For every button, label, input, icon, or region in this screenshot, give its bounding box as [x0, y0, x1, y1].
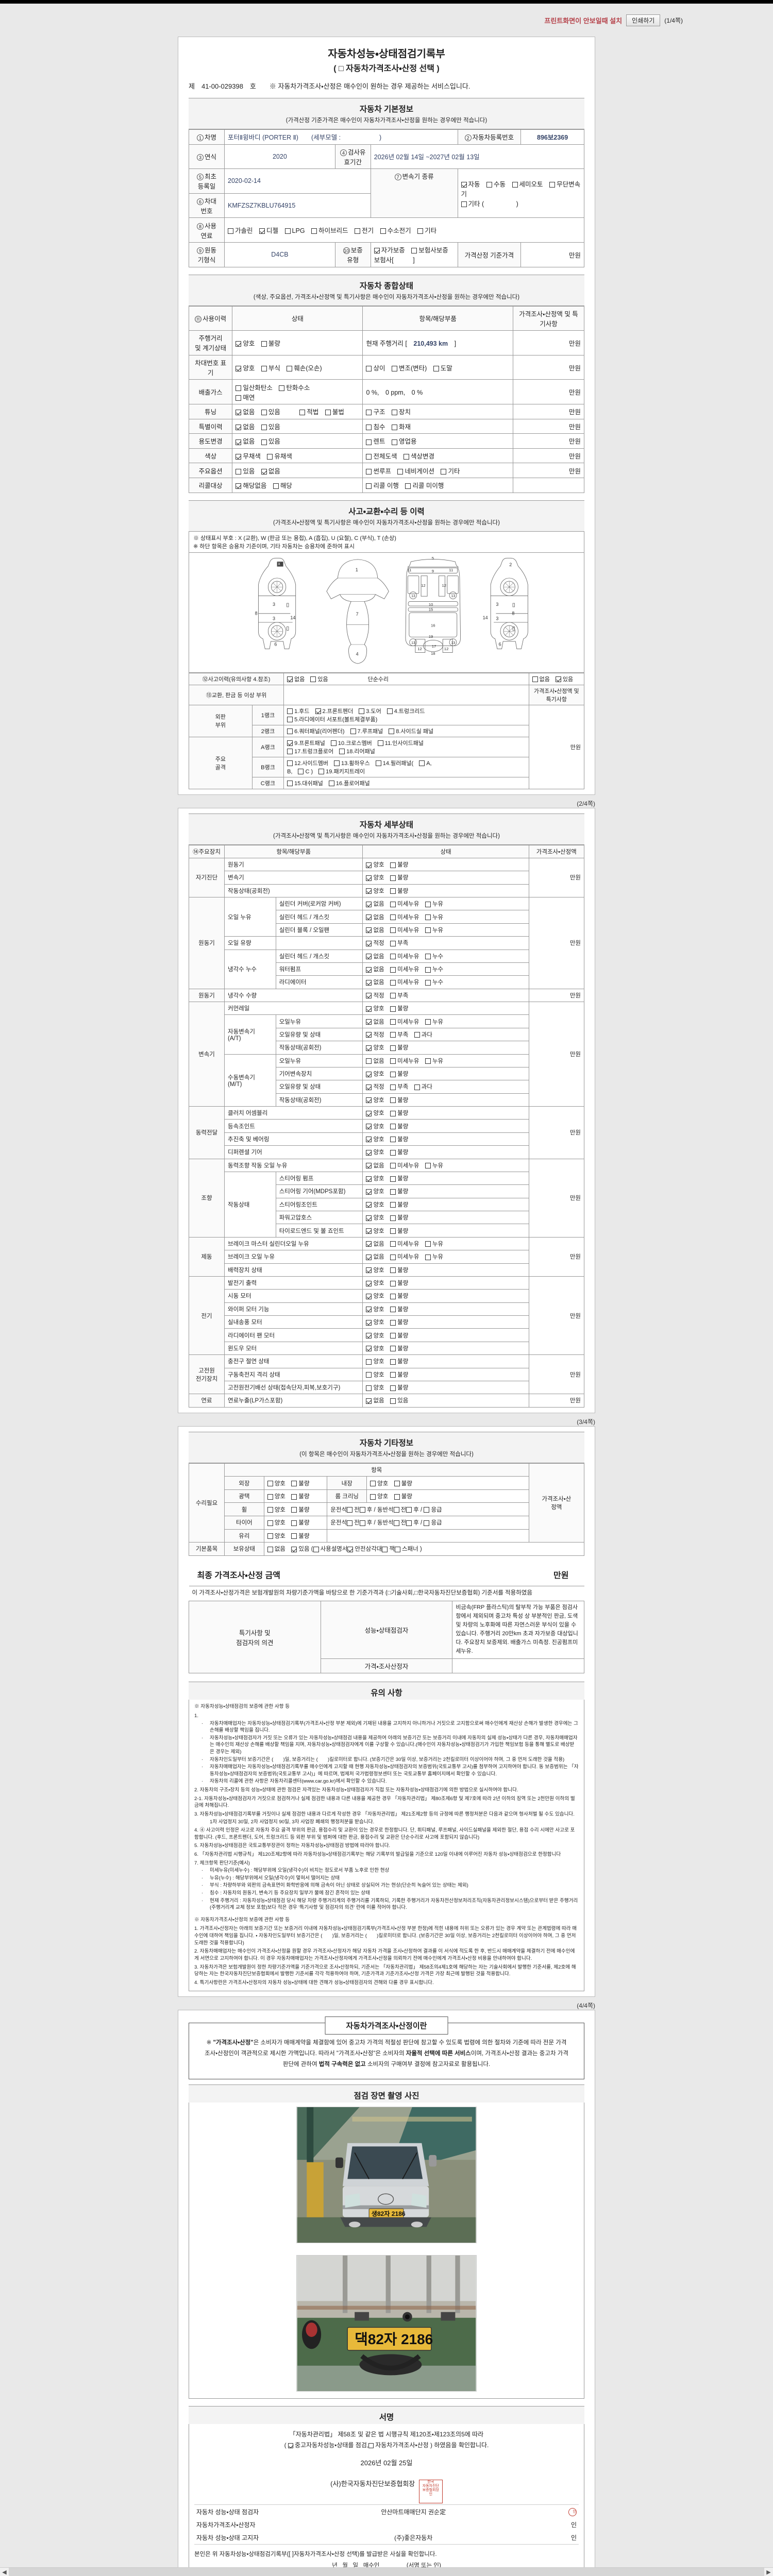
svg-text:15: 15	[429, 607, 433, 612]
svg-text:14: 14	[290, 615, 295, 620]
svg-text:13: 13	[411, 641, 415, 645]
svg-text:13: 13	[451, 641, 456, 645]
svg-text:댁82자 2186: 댁82자 2186	[355, 2331, 433, 2347]
svg-text:3: 3	[273, 602, 275, 607]
svg-text:12: 12	[421, 583, 426, 588]
svg-text:11: 11	[407, 568, 411, 572]
svg-text:9: 9	[432, 568, 434, 573]
svg-text:12: 12	[442, 583, 447, 588]
svg-text:7: 7	[356, 612, 359, 617]
svg-text:13: 13	[451, 594, 456, 598]
svg-text:8: 8	[512, 611, 514, 616]
svg-text:17: 17	[432, 644, 436, 649]
svg-text:4: 4	[356, 651, 359, 656]
svg-text:8: 8	[255, 611, 258, 616]
svg-text:1: 1	[356, 567, 358, 572]
svg-text:생82자 2186: 생82자 2186	[372, 2210, 406, 2217]
svg-text:3: 3	[496, 616, 498, 621]
svg-text:12: 12	[444, 647, 449, 651]
svg-text:18: 18	[431, 651, 435, 655]
svg-text:10: 10	[429, 602, 433, 607]
svg-text:5: 5	[432, 556, 434, 561]
svg-text:13: 13	[411, 594, 415, 598]
svg-text:6: 6	[274, 641, 277, 647]
svg-text:3: 3	[496, 602, 498, 607]
svg-text:14: 14	[483, 615, 488, 620]
svg-text:16: 16	[431, 623, 435, 628]
svg-text:12: 12	[417, 647, 422, 651]
svg-text:11: 11	[449, 568, 453, 572]
svg-text:19: 19	[429, 634, 433, 639]
svg-text:2: 2	[509, 562, 512, 567]
svg-text:3: 3	[273, 616, 275, 621]
svg-text:6: 6	[499, 641, 501, 647]
svg-text:X: X	[278, 563, 280, 566]
